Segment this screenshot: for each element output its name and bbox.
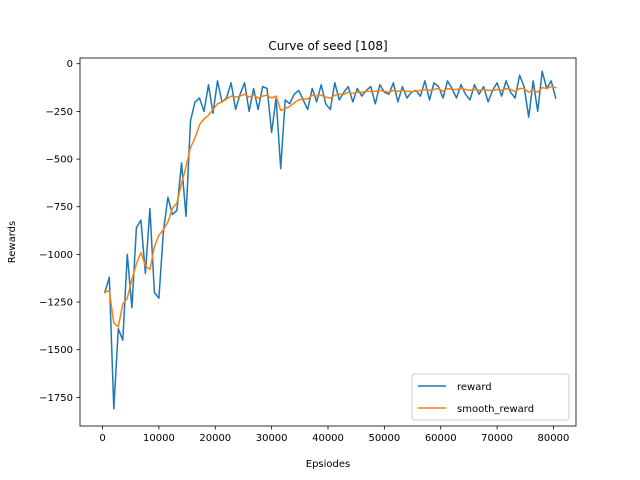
series-line-smooth-reward — [103, 85, 557, 328]
y-tick-label: −1500 — [39, 345, 73, 356]
y-tick-label: −1250 — [39, 298, 73, 309]
x-tick-label: 60000 — [425, 433, 457, 444]
legend-box — [411, 373, 570, 421]
legend-label-reward: reward — [457, 382, 492, 393]
x-tick-label: 40000 — [312, 433, 344, 444]
legend: reward smooth_reward — [411, 373, 570, 421]
y-tick-label: −750 — [46, 202, 73, 213]
y-tick-label: −500 — [46, 155, 73, 166]
y-tick-label: −1750 — [39, 393, 73, 404]
y-tick-label: −1000 — [39, 250, 73, 261]
legend-label-smooth-reward: smooth_reward — [457, 404, 534, 415]
x-tick-label: 80000 — [538, 433, 570, 444]
y-tick-label: 0 — [67, 59, 73, 70]
y-axis: 0 −250 −500 −750 −1000 −1250 −1500 −1750 — [39, 59, 80, 404]
x-tick-label: 50000 — [368, 433, 400, 444]
series-line-reward — [103, 70, 557, 410]
series-layer — [103, 70, 557, 410]
x-tick-label: 20000 — [199, 433, 231, 444]
plot-area: 0 10000 20000 30000 40000 50000 60000 70000 8000… — [39, 57, 577, 444]
x-tick-label: 70000 — [481, 433, 513, 444]
y-tick-label: −250 — [46, 107, 73, 118]
x-tick-label: 0 — [99, 433, 105, 444]
x-tick-label: 30000 — [256, 433, 288, 444]
x-tick-label: 10000 — [143, 433, 175, 444]
y-axis-title: Rewards — [7, 221, 18, 263]
x-axis: 0 10000 20000 30000 40000 50000 60000 70000 8000… — [99, 426, 569, 444]
x-axis-title: Epsiodes — [306, 459, 350, 470]
chart-title: Curve of seed [108] — [268, 39, 387, 53]
